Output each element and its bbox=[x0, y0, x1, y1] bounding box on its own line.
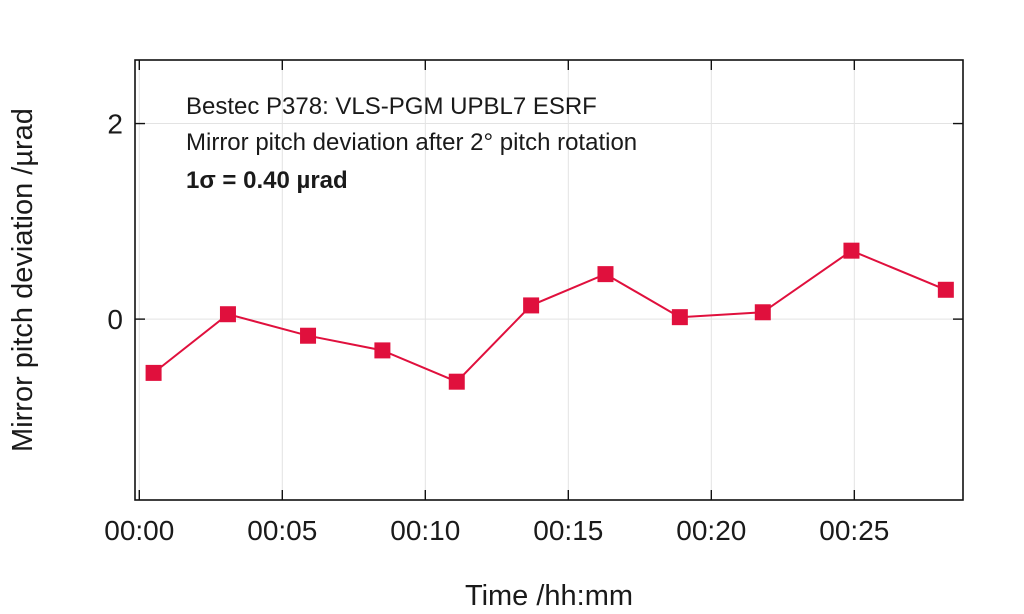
x-tick-label: 00:20 bbox=[676, 515, 746, 546]
annotation-description: Mirror pitch deviation after 2° pitch ro… bbox=[186, 129, 637, 156]
data-point bbox=[219, 306, 236, 323]
x-axis-title: Time /hh:mm bbox=[465, 580, 633, 612]
x-tick-label: 00:25 bbox=[819, 515, 889, 546]
y-axis-title: Mirror pitch deviation /µrad bbox=[7, 108, 39, 452]
annotation-sigma: 1σ = 0.40 µrad bbox=[186, 167, 348, 194]
series-line bbox=[152, 249, 947, 383]
data-point bbox=[300, 327, 317, 344]
grid-lines bbox=[135, 60, 963, 500]
x-tick-label: 00:15 bbox=[533, 515, 603, 546]
axis-ticks: 00:00 00:05 00:10 00:15 00:20 00:25 0 2 bbox=[104, 60, 963, 546]
data-point bbox=[145, 364, 162, 381]
data-point bbox=[374, 342, 391, 359]
x-tick-label: 00:05 bbox=[247, 515, 317, 546]
x-tick-label: 00:00 bbox=[104, 515, 174, 546]
y-tick-label: 2 bbox=[107, 109, 123, 140]
annotation-instrument: Bestec P378: VLS-PGM UPBL7 ESRF bbox=[186, 93, 597, 120]
x-tick-label: 00:10 bbox=[390, 515, 460, 546]
series-layer bbox=[145, 242, 954, 390]
data-point bbox=[597, 266, 614, 283]
plot-frame bbox=[134, 59, 964, 501]
data-point bbox=[448, 373, 465, 390]
data-point bbox=[523, 297, 540, 314]
data-point bbox=[754, 304, 771, 321]
data-point bbox=[937, 281, 954, 298]
data-point bbox=[671, 309, 688, 326]
data-point bbox=[843, 242, 860, 259]
y-tick-label: 0 bbox=[107, 304, 123, 335]
